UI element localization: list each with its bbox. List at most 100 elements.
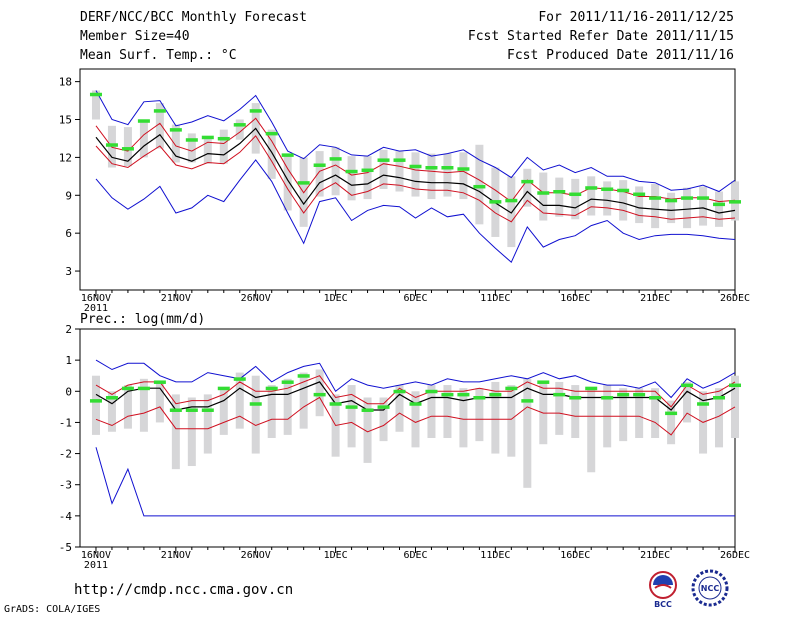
variable-label: Mean Surf. Temp.: °C — [80, 48, 237, 63]
panel1-box — [91, 90, 100, 120]
panel1-box — [139, 120, 148, 158]
panel2-x-tick-label: 16DEC — [560, 550, 590, 561]
panel1-median-mark — [729, 200, 741, 204]
panel1-median-mark — [153, 109, 166, 113]
panel2-median-mark — [345, 405, 358, 409]
panel1-box — [219, 129, 228, 164]
panel2-x-tick-label: 21DEC — [640, 550, 670, 561]
panel2-median-mark — [729, 383, 741, 388]
panel2-median-mark — [217, 386, 230, 391]
panel1-box — [283, 153, 292, 211]
panel1-median-mark — [249, 109, 262, 113]
panel1-median-mark — [201, 135, 214, 140]
panel1-x-tick-label: 1DEC — [324, 293, 348, 304]
panel2-box — [715, 388, 724, 448]
panel1-box — [315, 151, 324, 197]
panel2-x-year-label: 2011 — [84, 560, 108, 571]
panel1-median-mark — [537, 191, 550, 195]
panel2-median-mark — [329, 402, 342, 406]
panel1-box — [539, 172, 548, 221]
panel1-box — [155, 103, 164, 149]
panel2-median-mark — [201, 408, 214, 412]
panel1-median-mark — [521, 179, 534, 184]
panel2-y-tick-label: -5 — [59, 541, 72, 554]
panel1-median-mark — [265, 131, 278, 136]
panel2-median-mark — [553, 392, 566, 397]
panel2-box — [411, 391, 420, 448]
panel2-box — [91, 375, 100, 435]
panel2-ensemble-max-line — [95, 359, 736, 399]
panel1-box — [683, 187, 692, 229]
panel2-box — [347, 385, 356, 448]
panel1-y-tick-label: 6 — [65, 227, 72, 240]
panel1-mean-line — [95, 127, 736, 214]
panel2-median-mark — [505, 386, 518, 391]
panel2-box — [459, 388, 468, 448]
panel1-box — [267, 129, 276, 179]
panel1-median-mark — [329, 157, 342, 161]
panel1-box — [587, 176, 596, 216]
panel1-box — [635, 186, 644, 224]
panel1-box — [459, 152, 468, 200]
panel2-y-tick-label: 1 — [65, 354, 72, 367]
panel1-median-mark — [297, 181, 310, 185]
panel1-box — [203, 135, 212, 164]
panel2-box — [667, 400, 676, 445]
panel1-median-mark — [361, 168, 374, 173]
panel1-median-mark — [393, 158, 406, 162]
panel1-x-tick-label: 16NOV — [81, 293, 111, 304]
panel2-median-mark — [265, 386, 278, 391]
panel2-median-mark — [697, 402, 710, 406]
panel1-box — [123, 127, 132, 167]
panel1-box — [715, 191, 724, 227]
fcst-started-date: Fcst Started Refer Date 2011/11/15 — [467, 29, 734, 44]
panel1-box — [507, 176, 516, 248]
panel2-y-tick-label: -3 — [59, 479, 72, 492]
panel1-spread-upper-line — [95, 117, 736, 203]
panel1-box — [171, 124, 180, 163]
panel1-median-mark — [441, 166, 454, 170]
panel1-y-tick-label: 18 — [59, 76, 72, 89]
panel1-box — [603, 181, 612, 216]
panel2-median-mark — [249, 402, 262, 406]
panel2-x-tick-label: 16NOV — [81, 550, 111, 561]
panel2-x-tick-label: 6DEC — [403, 550, 427, 561]
bcc-logo: BCC — [641, 570, 685, 614]
source-url[interactable]: http://cmdp.ncc.cma.gov.cn — [74, 582, 294, 598]
panel2-box — [107, 391, 116, 432]
panel2-box — [139, 378, 148, 432]
panel1-box — [187, 133, 196, 163]
panel2-box — [427, 385, 436, 438]
panel2-y-tick-label: -1 — [59, 416, 72, 429]
panel2-median-mark — [89, 399, 102, 403]
panel2-median-mark — [537, 380, 550, 384]
panel1-x-tick-label: 16DEC — [560, 293, 590, 304]
panel2-median-mark — [633, 392, 646, 397]
panel1-box — [555, 177, 564, 217]
panel1-median-mark — [169, 128, 182, 132]
panel1-median-mark — [185, 138, 198, 142]
panel1-box — [427, 153, 436, 200]
panel2-box — [587, 388, 596, 473]
panel1-median-mark — [105, 143, 118, 147]
panel1-median-mark — [345, 169, 358, 174]
panel1-box — [395, 151, 404, 192]
panel2-box — [299, 372, 308, 429]
panel2-box — [443, 385, 452, 438]
panel1-spread-lower-line — [95, 135, 736, 223]
panel2-box — [235, 372, 244, 429]
forecast-period: For 2011/11/16-2011/12/25 — [538, 10, 734, 25]
ncc-logo-text: NCC — [701, 584, 720, 593]
panel1-median-mark — [601, 187, 614, 191]
panel2-median-mark — [313, 392, 326, 397]
panel1-y-tick-label: 15 — [59, 114, 72, 127]
panel1-box — [363, 156, 372, 200]
panel2-x-tick-label: 11DEC — [480, 550, 510, 561]
panel2-box — [187, 397, 196, 467]
panel1-box — [619, 180, 628, 221]
panel1-x-tick-label: 26NOV — [241, 293, 271, 304]
panel1-box — [347, 156, 356, 201]
panel2-median-mark — [521, 399, 534, 403]
panel2-median-mark — [169, 408, 182, 412]
panel1-box — [475, 144, 484, 225]
